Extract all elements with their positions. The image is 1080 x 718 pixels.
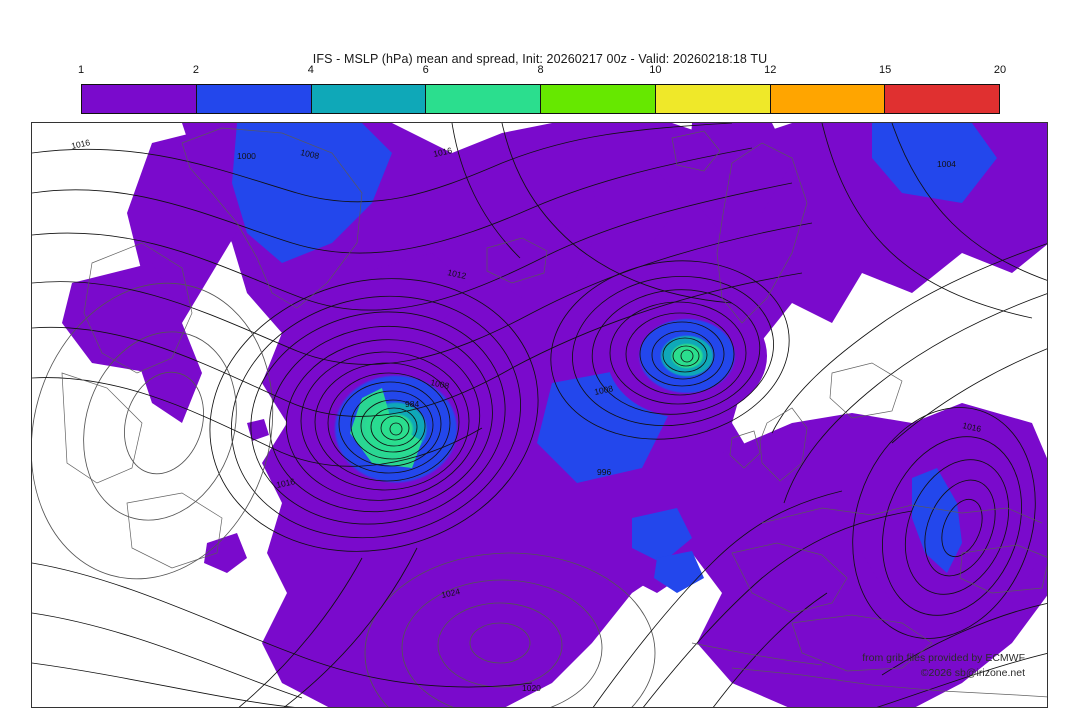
isobar-contours [32,123,1047,707]
contour-label: 984 [405,399,419,409]
colorbar-tick-10: 10 [649,64,662,76]
chart-title: IFS - MSLP (hPa) mean and spread, Init: … [312,52,768,66]
contour-label: 1016 [275,476,296,490]
colorbar-tick-6: 6 [422,64,429,76]
colorbar-tick-12: 12 [764,64,777,76]
colorbar-segment-15-20 [885,85,999,113]
colorbar-segment-2-4 [196,85,312,113]
contour-label: 1008 [430,377,451,391]
secondary-low-spread [607,294,767,418]
map-frame[interactable]: 1016 1000 1008 1016 1004 1012 1008 984 1008 1016 9… [31,122,1048,708]
colorbar-segment-8-10 [541,85,656,113]
colorbar-tick-8: 8 [537,64,544,76]
colorbar-tick-2: 2 [192,64,199,76]
contour-label-layer: 1016 1000 1008 1016 1004 1012 1008 984 1008 1016 9… [70,137,982,693]
spread-blue-layer [232,123,997,593]
colorbar-tick-20: 20 [993,64,1007,76]
contour-label: 1008 [593,383,614,397]
contour-label: 996 [597,467,611,477]
colorbar-segment-4-6 [311,85,427,113]
colorbar-container: 1 2 4 6 8 10 12 15 20 [78,64,1006,114]
colorbar-segment-12-15 [770,85,886,113]
colorbar-tick-1: 1 [77,64,85,76]
map-canvas: 1016 1000 1008 1016 1004 1012 1008 984 1008 1016 9… [32,123,1047,707]
contour-label: 1020 [522,683,541,693]
contour-label: 1016 [432,145,453,159]
contour-label: 1000 [237,151,256,161]
colorbar-segment-1-2 [82,85,197,113]
contour-label: 1016 [70,137,91,151]
colorbar-tick-labels: 1 2 4 6 8 10 12 15 20 [77,64,1006,82]
colorbar-tick-15: 15 [879,64,892,76]
colorbar-gradient [81,84,1000,114]
contour-label: 1016 [962,420,983,434]
coastlines [61,127,1047,698]
contour-label: 1008 [300,147,321,161]
contour-label: 1004 [937,159,956,169]
contour-label: 1012 [447,267,468,281]
colorbar-segment-6-8 [426,85,541,113]
colorbar-segment-10-12 [655,85,771,113]
colorbar-tick-4: 4 [307,64,314,76]
contour-label: 1024 [440,586,461,600]
